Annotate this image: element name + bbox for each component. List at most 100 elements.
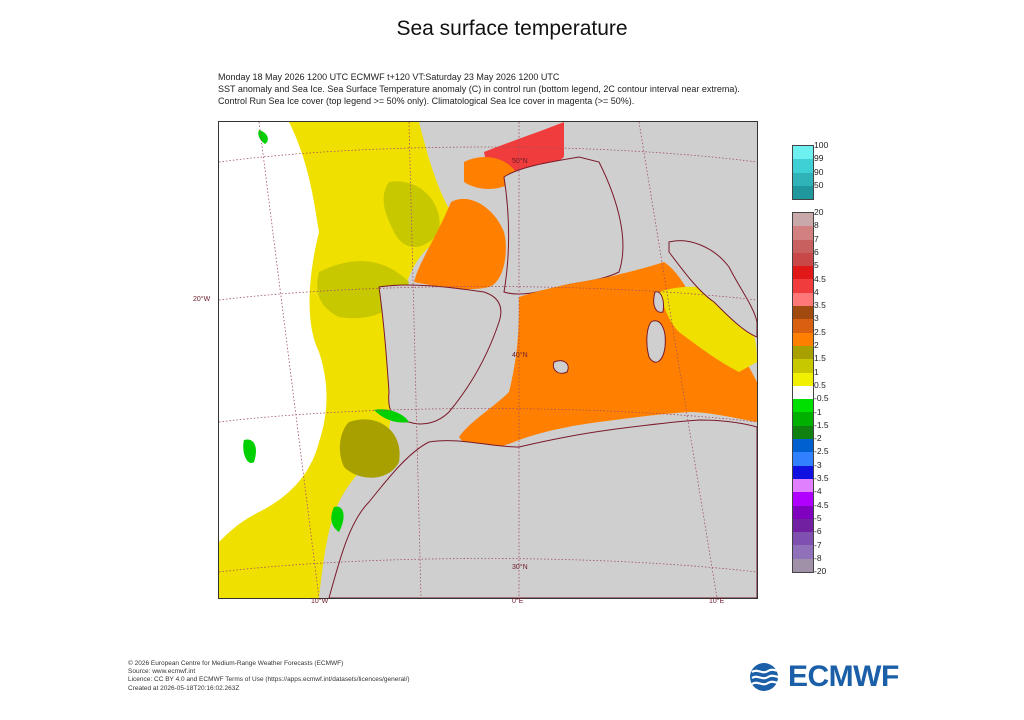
sst-legend-tick-label: 7 (814, 233, 819, 244)
corsica-land (653, 291, 664, 313)
subtitle-line-2: SST anomaly and Sea Ice. Sea Surface Tem… (218, 84, 740, 94)
sst-legend-swatch (793, 518, 813, 533)
footer-credits: © 2026 European Centre for Medium-Range … (128, 660, 410, 693)
sst-legend-swatch (793, 492, 813, 506)
north-africa-land (328, 419, 757, 598)
sst-legend-tick-label: -6 (814, 526, 822, 537)
footer-copyright: © 2026 European Centre for Medium-Range … (128, 660, 344, 667)
sst-legend-tick-label: -3 (814, 459, 822, 470)
lon-label-10e: 10°E (709, 598, 725, 605)
biscay-anomaly (414, 198, 506, 290)
sst-legend-tick-label: 4 (814, 286, 819, 297)
sst-legend-swatch (793, 332, 813, 346)
sst-legend-tick-label: -0.5 (814, 393, 829, 404)
sst-legend-swatch (793, 478, 813, 493)
sardinia-land (646, 320, 666, 363)
italy-land (668, 240, 757, 338)
sst-legend-swatch (793, 319, 813, 333)
sst-legend-swatch (793, 558, 813, 573)
sst-legend-tick-label: 3 (814, 313, 819, 324)
sst-legend-tick-label: 8 (814, 220, 819, 231)
sst-legend-swatch (793, 266, 813, 280)
sst-legend-swatch (793, 399, 813, 413)
sst-legend-swatch (793, 345, 813, 360)
sst-legend-swatch (793, 505, 813, 519)
sst-legend-tick-label: 1 (814, 366, 819, 377)
sst-legend-tick-label: -20 (814, 566, 827, 577)
sst-legend-swatch (793, 359, 813, 373)
lon-label-0: 0°E (512, 598, 524, 605)
sst-legend-swatch (793, 226, 813, 240)
sst-legend-swatch (793, 306, 813, 320)
lat-label-30n: 30°N (512, 564, 528, 571)
graticule-40n (219, 286, 757, 301)
footer-created: Created at 2026-05-18T20:16:02.263Z (128, 684, 240, 692)
sea-ice-legend-tick-label: 50 (814, 179, 824, 190)
sst-legend-swatch (793, 239, 813, 253)
balearic-land (552, 360, 569, 374)
atlantic-neutral (219, 122, 327, 542)
subtitle-line-3: Control Run Sea Ice cover (top legend >=… (218, 96, 635, 106)
sea-ice-legend (792, 145, 814, 201)
sea-ice-legend-swatch (793, 159, 813, 173)
sst-anomaly-map: 50°N 40°N 30°N (218, 121, 758, 599)
olive-patch-3 (339, 419, 400, 478)
sst-legend-swatch (793, 279, 813, 293)
subtitle-line-1: Monday 18 May 2026 1200 UTC ECMWF t+120 … (218, 72, 560, 82)
ecmwf-logo-icon (750, 663, 787, 691)
sst-legend-tick-label: -1 (814, 406, 822, 417)
footer-licence: Licence: CC BY 4.0 and ECMWF Terms of Us… (128, 676, 410, 684)
sst-legend-tick-label: 20 (814, 207, 824, 217)
sst-legend-tick-label: 1.5 (814, 353, 826, 364)
lat-label-50n: 50°N (512, 158, 528, 165)
sst-legend-tick-label: -1.5 (814, 419, 829, 430)
sst-legend-tick-label: 5 (814, 260, 819, 271)
sst-legend-tick-label: 6 (814, 246, 819, 257)
sst-legend-swatch (793, 439, 813, 453)
sst-legend-tick-label: -2 (814, 433, 822, 444)
sea-ice-legend-tick-label: 90 (814, 166, 824, 177)
sst-legend-swatch (793, 532, 813, 546)
sst-legend-tick-label: -4 (814, 486, 822, 497)
sst-legend-tick-label: 2 (814, 340, 819, 350)
green-patch-4 (331, 506, 344, 532)
lon-label-20w: 20°W (193, 296, 211, 303)
green-patch-3 (374, 409, 409, 423)
sea-ice-legend-tick-label: 100 (814, 140, 829, 150)
graticule-20w (258, 122, 320, 598)
iberia-land (378, 284, 502, 425)
sea-ice-legend-swatch (793, 185, 813, 200)
sea-ice-legend-tick-label: 99 (814, 153, 824, 164)
map-graphic (219, 122, 757, 598)
sst-legend-tick-label: -8 (814, 552, 822, 563)
green-patch-2 (243, 439, 256, 463)
sst-legend-tick-label: -4.5 (814, 499, 829, 510)
sst-legend-tick-label: 3.5 (814, 300, 826, 311)
page-title: Sea surface temperature (396, 17, 628, 40)
france-land (503, 156, 624, 295)
sst-legend-swatch (793, 465, 813, 479)
sst-legend-swatch (793, 412, 813, 426)
sst-legend-tick-label: -5 (814, 512, 822, 523)
ecmwf-logo-text: ECMWF (788, 660, 899, 693)
sst-legend-tick-label: -3.5 (814, 473, 829, 483)
sst-legend-tick-label: 4.5 (814, 273, 826, 284)
sst-legend-swatch (793, 372, 813, 386)
sst-legend-swatch (793, 213, 813, 227)
sst-legend-swatch (793, 425, 813, 440)
footer-source: Source: www.ecmwf.int (128, 668, 196, 676)
sst-legend-swatch (793, 545, 813, 559)
graticule-10w (408, 122, 422, 598)
sst-anomaly-legend (792, 212, 814, 574)
sst-legend-swatch (793, 385, 813, 400)
sst-legend-swatch (793, 252, 813, 267)
sst-legend-tick-label: -7 (814, 539, 822, 550)
sst-legend-tick-label: 2.5 (814, 326, 826, 337)
graticule-30n (219, 558, 757, 573)
lon-label-10w: 10°W (311, 598, 329, 605)
ecmwf-logo: ECMWF (748, 660, 899, 694)
sst-legend-tick-label: -2.5 (814, 446, 829, 457)
sst-legend-swatch (793, 452, 813, 466)
sst-legend-swatch (793, 292, 813, 307)
graticule-35n (219, 408, 757, 423)
